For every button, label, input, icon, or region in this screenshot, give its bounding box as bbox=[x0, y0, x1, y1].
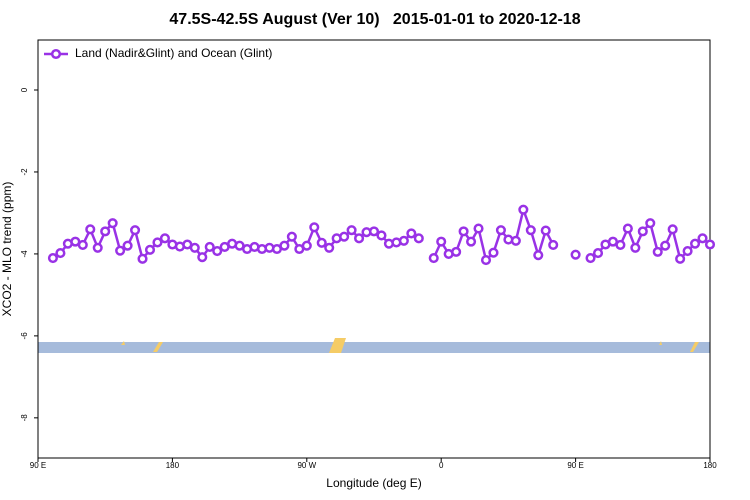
y-tick-label: -4 bbox=[20, 250, 29, 258]
point bbox=[540, 225, 551, 236]
point bbox=[667, 224, 678, 235]
point bbox=[637, 226, 648, 237]
point bbox=[652, 246, 663, 257]
legend-marker bbox=[50, 48, 62, 60]
point bbox=[451, 246, 462, 257]
point bbox=[152, 237, 163, 248]
point bbox=[137, 253, 148, 264]
point bbox=[518, 204, 529, 215]
point bbox=[144, 244, 156, 255]
point bbox=[630, 242, 641, 253]
x-tick-label: 90 E bbox=[567, 461, 583, 470]
point bbox=[570, 249, 581, 260]
point bbox=[204, 241, 215, 253]
point bbox=[480, 255, 492, 266]
y-tick-label: -6 bbox=[20, 332, 29, 340]
ocean-band bbox=[38, 342, 710, 353]
chart-title: 47.5S-42.5S August (Ver 10) 2015-01-01 t… bbox=[169, 11, 580, 28]
point bbox=[525, 225, 536, 236]
point bbox=[645, 218, 656, 229]
point bbox=[130, 225, 141, 236]
point bbox=[55, 248, 66, 259]
x-tick-label: 180 bbox=[703, 461, 717, 470]
point bbox=[309, 222, 320, 233]
x-axis-label: Longitude (deg E) bbox=[326, 476, 421, 490]
point bbox=[189, 242, 200, 253]
point bbox=[316, 237, 327, 248]
y-axis-label: XCO2 - MLO trend (ppm) bbox=[0, 182, 14, 317]
point bbox=[77, 239, 88, 250]
x-tick-label: 0 bbox=[439, 461, 444, 470]
point bbox=[548, 239, 559, 250]
point bbox=[324, 242, 335, 253]
point bbox=[690, 238, 701, 249]
point bbox=[85, 224, 96, 235]
x-tick-label: 90 E bbox=[30, 461, 46, 470]
point bbox=[436, 236, 447, 247]
point bbox=[47, 252, 58, 264]
y-tick-label: -2 bbox=[20, 168, 29, 176]
point bbox=[458, 226, 469, 237]
point bbox=[675, 253, 686, 264]
point bbox=[704, 239, 716, 250]
point bbox=[488, 247, 499, 258]
point bbox=[279, 240, 290, 251]
point bbox=[406, 228, 417, 239]
point bbox=[615, 239, 626, 250]
point bbox=[301, 240, 312, 251]
y-tick-label: 0 bbox=[20, 87, 29, 92]
point bbox=[339, 231, 350, 242]
point bbox=[697, 233, 708, 244]
point bbox=[473, 223, 484, 234]
point bbox=[92, 242, 103, 253]
point bbox=[197, 252, 208, 263]
x-tick-label: 90 W bbox=[297, 461, 316, 470]
point bbox=[592, 248, 604, 259]
y-tick-label: -8 bbox=[20, 414, 29, 422]
point bbox=[286, 231, 297, 242]
point bbox=[533, 250, 544, 261]
point bbox=[107, 218, 118, 229]
point bbox=[428, 252, 439, 264]
point bbox=[413, 233, 424, 244]
point bbox=[212, 245, 223, 257]
point bbox=[495, 225, 506, 236]
point bbox=[682, 245, 693, 257]
point bbox=[466, 236, 477, 247]
point bbox=[622, 223, 633, 234]
land-patches bbox=[121, 338, 699, 353]
point bbox=[115, 245, 126, 256]
point bbox=[398, 235, 409, 246]
point bbox=[100, 226, 111, 237]
legend-label: Land (Nadir&Glint) and Ocean (Glint) bbox=[75, 46, 272, 60]
point bbox=[660, 240, 671, 251]
point bbox=[376, 230, 387, 241]
point bbox=[159, 233, 170, 244]
point bbox=[585, 252, 596, 264]
x-tick-label: 180 bbox=[166, 461, 180, 470]
point bbox=[354, 233, 365, 244]
point bbox=[510, 235, 521, 246]
point bbox=[122, 240, 133, 251]
point bbox=[346, 225, 357, 236]
point bbox=[368, 226, 380, 237]
